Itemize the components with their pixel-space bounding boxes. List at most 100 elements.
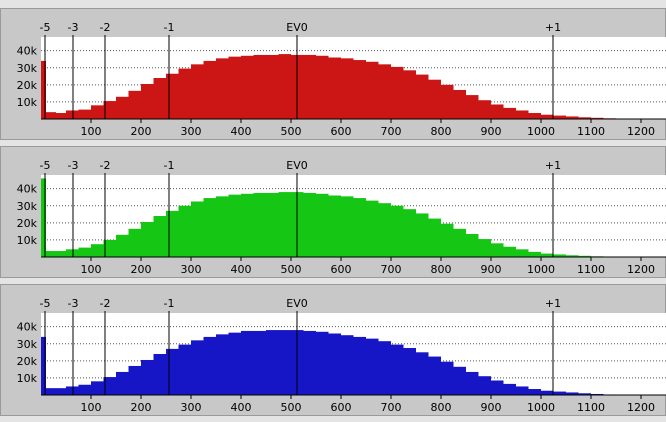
histogram-bar <box>166 348 179 395</box>
histogram-bar <box>503 246 516 257</box>
x-tick-label: 400 <box>231 401 252 414</box>
histogram-bar <box>566 392 579 395</box>
histogram-bar <box>128 90 141 119</box>
histogram-bar <box>391 66 404 119</box>
histogram-bar <box>353 198 366 257</box>
y-tick-label: 10k <box>17 372 38 385</box>
histogram-bar <box>441 84 454 119</box>
histogram-bar <box>241 193 254 257</box>
y-tick-label: 20k <box>17 79 38 92</box>
histogram-bar <box>241 330 254 395</box>
x-tick-label: 200 <box>131 401 152 414</box>
x-tick-label: 300 <box>181 401 202 414</box>
histogram-bar <box>403 348 416 395</box>
green-histogram-panel: 10k 20k 30k 40k -5 -3 -2 -1 EV0 +1 100 200 300 400 500… <box>0 146 666 278</box>
x-tick-label: 700 <box>381 263 402 276</box>
ev-label: -2 <box>100 297 111 310</box>
histogram-bar <box>428 218 441 257</box>
histogram-bar <box>316 55 329 119</box>
histogram-bar <box>103 377 116 395</box>
histogram-bar <box>366 200 379 257</box>
histogram-bar <box>128 365 141 395</box>
ev-label: +1 <box>545 159 561 172</box>
ev-label: -3 <box>68 21 79 34</box>
x-tick-label: 500 <box>281 401 302 414</box>
histogram-bar <box>46 388 56 395</box>
x-tick-label: 500 <box>281 125 302 138</box>
histogram-bar <box>453 228 466 257</box>
histogram-bar <box>178 205 191 257</box>
histogram-bar <box>503 383 516 395</box>
histogram-bar <box>578 117 591 119</box>
histogram-bar <box>516 110 529 119</box>
histogram-bar <box>566 116 579 119</box>
histogram-bar <box>41 60 46 119</box>
histogram-bar <box>78 109 91 119</box>
x-tick-label: 700 <box>381 401 402 414</box>
x-tick-label: 100 <box>81 125 102 138</box>
histogram-bar <box>553 391 566 395</box>
histogram-bar <box>428 356 441 395</box>
histogram-bar <box>416 74 429 119</box>
ev-label: EV0 <box>286 297 307 310</box>
ev-label: -2 <box>100 159 111 172</box>
histogram-bar <box>178 344 191 395</box>
histogram-bar <box>191 201 204 257</box>
histogram-bar <box>416 213 429 257</box>
histogram-bar <box>541 114 554 119</box>
ev-label: +1 <box>545 21 561 34</box>
histogram-bar <box>56 113 66 119</box>
histogram-bar <box>203 336 216 395</box>
histogram-bar <box>278 192 291 257</box>
x-tick-label: 500 <box>281 263 302 276</box>
histogram-bar <box>378 203 391 257</box>
histogram-bar <box>266 330 279 395</box>
x-tick-label: 1000 <box>527 263 555 276</box>
histogram-bar <box>328 333 341 395</box>
histogram-bar <box>528 389 541 395</box>
histogram-bar <box>191 64 204 119</box>
histogram-bar <box>466 233 479 257</box>
x-tick-label: 100 <box>81 401 102 414</box>
blue-histogram-chart: 10k 20k 30k 40k-5 -3 -2 -1 EV0 +1 100 200 300 400 500… <box>17 297 666 414</box>
histogram-bar <box>491 104 504 119</box>
histogram-bar <box>166 73 179 119</box>
histogram-bar <box>228 56 241 119</box>
histogram-bar <box>228 332 241 395</box>
histogram-bar <box>391 205 404 257</box>
x-tick-label: 600 <box>331 401 352 414</box>
y-tick-label: 40k <box>17 45 38 58</box>
x-tick-label: 800 <box>431 263 452 276</box>
y-tick-label: 30k <box>17 62 38 75</box>
histogram-bar <box>91 244 104 257</box>
x-tick-label: 700 <box>381 125 402 138</box>
x-tick-label: 1200 <box>627 263 655 276</box>
x-tick-label: 300 <box>181 263 202 276</box>
histogram-bar <box>141 221 154 257</box>
ev-label: +1 <box>545 297 561 310</box>
x-tick-label: 400 <box>231 263 252 276</box>
histogram-bar <box>441 223 454 257</box>
histogram-bar <box>428 79 441 119</box>
histogram-bar <box>553 115 566 119</box>
x-tick-label: 200 <box>131 125 152 138</box>
histogram-bar <box>141 359 154 395</box>
histogram-bar <box>103 101 116 119</box>
histogram-bar <box>41 336 46 395</box>
x-tick-label: 1100 <box>577 125 605 138</box>
x-tick-label: 1100 <box>577 263 605 276</box>
histogram-bar <box>466 95 479 119</box>
histogram-bar <box>78 247 91 257</box>
histogram-bar <box>216 196 229 257</box>
histogram-bar <box>528 113 541 119</box>
ev-label: -2 <box>100 21 111 34</box>
histogram-bar <box>41 178 46 257</box>
y-tick-label: 30k <box>17 338 38 351</box>
histogram-bar <box>266 192 279 257</box>
y-tick-label: 20k <box>17 217 38 230</box>
histogram-bar <box>153 216 166 257</box>
y-tick-label: 20k <box>17 355 38 368</box>
histogram-bar <box>46 251 56 257</box>
histogram-bar <box>91 105 104 119</box>
